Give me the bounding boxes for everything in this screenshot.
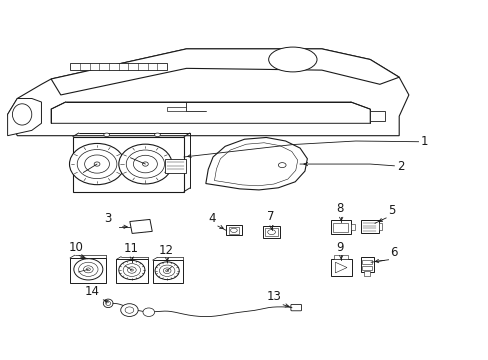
Bar: [330, 259, 351, 276]
Ellipse shape: [127, 267, 136, 273]
Ellipse shape: [165, 270, 168, 272]
Bar: [70, 258, 106, 283]
Bar: [362, 260, 371, 264]
Polygon shape: [214, 143, 297, 186]
Polygon shape: [51, 49, 398, 95]
Bar: [378, 222, 382, 230]
Ellipse shape: [268, 47, 316, 72]
Bar: [225, 225, 241, 235]
Text: 1: 1: [420, 135, 427, 148]
Text: 10: 10: [69, 241, 83, 254]
Ellipse shape: [103, 299, 113, 307]
Ellipse shape: [126, 150, 164, 178]
Text: 14: 14: [84, 285, 99, 298]
Bar: [73, 136, 183, 192]
Polygon shape: [51, 102, 369, 123]
Polygon shape: [8, 99, 41, 136]
Ellipse shape: [86, 268, 90, 271]
Ellipse shape: [121, 304, 138, 316]
Text: 11: 11: [123, 242, 138, 255]
Text: 8: 8: [336, 202, 343, 215]
Ellipse shape: [83, 266, 93, 273]
Bar: [369, 111, 384, 121]
Ellipse shape: [130, 269, 133, 271]
Ellipse shape: [77, 149, 117, 179]
Ellipse shape: [155, 262, 179, 280]
Ellipse shape: [163, 268, 171, 274]
Ellipse shape: [123, 264, 140, 276]
Ellipse shape: [119, 260, 144, 280]
Ellipse shape: [154, 133, 160, 136]
Ellipse shape: [159, 265, 175, 276]
Text: 6: 6: [390, 246, 397, 259]
Bar: [360, 257, 373, 272]
Ellipse shape: [119, 144, 172, 184]
FancyBboxPatch shape: [290, 305, 301, 311]
Bar: [164, 159, 186, 173]
Ellipse shape: [267, 230, 275, 235]
Ellipse shape: [142, 162, 148, 166]
Polygon shape: [335, 262, 346, 273]
Ellipse shape: [84, 155, 109, 173]
Ellipse shape: [69, 143, 124, 185]
Ellipse shape: [125, 307, 134, 313]
Bar: [334, 256, 347, 259]
Ellipse shape: [278, 163, 285, 168]
Bar: [265, 228, 277, 236]
Ellipse shape: [12, 104, 32, 125]
Bar: [152, 260, 182, 283]
Bar: [333, 222, 347, 232]
Ellipse shape: [230, 228, 237, 233]
Ellipse shape: [74, 259, 102, 280]
Ellipse shape: [79, 262, 98, 276]
Text: 9: 9: [336, 241, 343, 254]
Text: 2: 2: [396, 161, 404, 174]
Polygon shape: [205, 138, 307, 190]
Bar: [362, 266, 371, 270]
Ellipse shape: [105, 301, 110, 306]
Ellipse shape: [142, 308, 154, 316]
Text: 5: 5: [387, 203, 395, 216]
Text: 3: 3: [104, 212, 112, 225]
Bar: [167, 107, 186, 111]
Text: 13: 13: [266, 291, 281, 303]
Bar: [330, 220, 350, 234]
Bar: [364, 271, 369, 276]
Ellipse shape: [133, 155, 157, 173]
Bar: [228, 227, 239, 234]
Bar: [263, 226, 280, 238]
Text: 7: 7: [266, 210, 274, 223]
Ellipse shape: [103, 133, 109, 136]
Polygon shape: [8, 49, 408, 136]
Bar: [130, 220, 152, 233]
Text: 4: 4: [207, 212, 215, 225]
Bar: [360, 220, 378, 233]
Bar: [116, 260, 147, 283]
Ellipse shape: [94, 162, 100, 166]
Bar: [350, 224, 354, 230]
Text: 12: 12: [159, 244, 173, 257]
Bar: [70, 63, 167, 70]
